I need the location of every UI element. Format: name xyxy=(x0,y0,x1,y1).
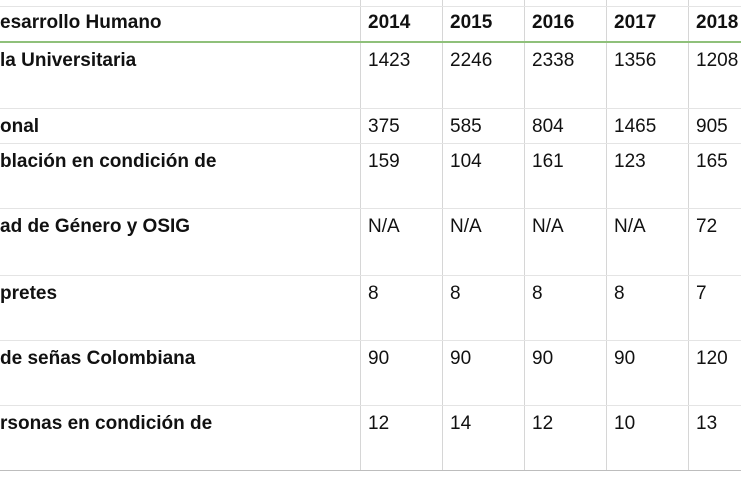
row-divider xyxy=(0,108,741,109)
row-value: 8 xyxy=(368,283,379,304)
row-value: 8 xyxy=(450,283,461,304)
row-value: N/A xyxy=(614,216,646,237)
header-year: 2017 xyxy=(614,12,657,33)
column-divider xyxy=(360,0,361,470)
row-divider xyxy=(0,208,741,209)
row-value: 90 xyxy=(450,348,472,369)
row-label: onal xyxy=(0,116,40,137)
column-divider xyxy=(442,0,443,470)
row-label: blación en condición de xyxy=(0,151,217,172)
row-value: 1423 xyxy=(368,50,411,71)
row-label: de señas Colombiana xyxy=(0,348,196,369)
row-value: 2246 xyxy=(450,50,493,71)
row-value: N/A xyxy=(532,216,564,237)
row-value: 90 xyxy=(532,348,554,369)
table-bottom-border xyxy=(0,470,741,471)
header-border xyxy=(0,41,741,43)
row-label: pretes xyxy=(0,283,58,304)
row-value: N/A xyxy=(450,216,482,237)
row-value: 375 xyxy=(368,116,400,137)
row-value: 12 xyxy=(532,413,554,434)
row-label: rsonas en condición de xyxy=(0,413,213,434)
row-value: 14 xyxy=(450,413,472,434)
row-value: 161 xyxy=(532,151,564,172)
header-year: 2016 xyxy=(532,12,575,33)
row-value: 123 xyxy=(614,151,646,172)
row-label: ad de Género y OSIG xyxy=(0,216,191,237)
header-year: 2014 xyxy=(368,12,411,33)
row-value: 120 xyxy=(696,348,728,369)
table-top-border xyxy=(0,6,741,7)
header-year: 2018 xyxy=(696,12,739,33)
row-value: 72 xyxy=(696,216,718,237)
row-value: 165 xyxy=(696,151,728,172)
row-value: 159 xyxy=(368,151,400,172)
row-value: 90 xyxy=(368,348,390,369)
row-divider xyxy=(0,405,741,406)
row-value: 7 xyxy=(696,283,707,304)
column-divider xyxy=(524,0,525,470)
row-value: 1465 xyxy=(614,116,657,137)
row-value: 585 xyxy=(450,116,482,137)
row-value: 13 xyxy=(696,413,718,434)
column-divider xyxy=(688,0,689,470)
row-divider xyxy=(0,143,741,144)
column-divider xyxy=(606,0,607,470)
row-value: 8 xyxy=(532,283,543,304)
row-divider xyxy=(0,340,741,341)
row-value: 90 xyxy=(614,348,636,369)
row-value: 1356 xyxy=(614,50,657,71)
row-value: 1208 xyxy=(696,50,739,71)
row-label: la Universitaria xyxy=(0,50,137,71)
row-value: N/A xyxy=(368,216,400,237)
header-label: esarrollo Humano xyxy=(0,12,162,33)
header-year: 2015 xyxy=(450,12,493,33)
row-value: 12 xyxy=(368,413,390,434)
row-value: 905 xyxy=(696,116,728,137)
row-value: 8 xyxy=(614,283,625,304)
row-value: 10 xyxy=(614,413,636,434)
row-value: 804 xyxy=(532,116,564,137)
row-divider xyxy=(0,275,741,276)
row-value: 104 xyxy=(450,151,482,172)
row-value: 2338 xyxy=(532,50,575,71)
